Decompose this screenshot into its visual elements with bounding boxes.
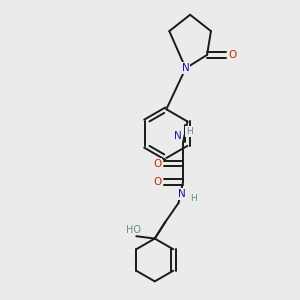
Text: H: H	[190, 194, 197, 203]
Text: O: O	[153, 159, 161, 169]
Text: HO: HO	[127, 225, 142, 235]
Text: N: N	[178, 189, 185, 199]
Text: O: O	[229, 50, 237, 60]
Text: H: H	[186, 127, 193, 136]
Text: N: N	[174, 131, 182, 141]
Text: O: O	[153, 177, 161, 187]
Text: N: N	[182, 63, 190, 73]
